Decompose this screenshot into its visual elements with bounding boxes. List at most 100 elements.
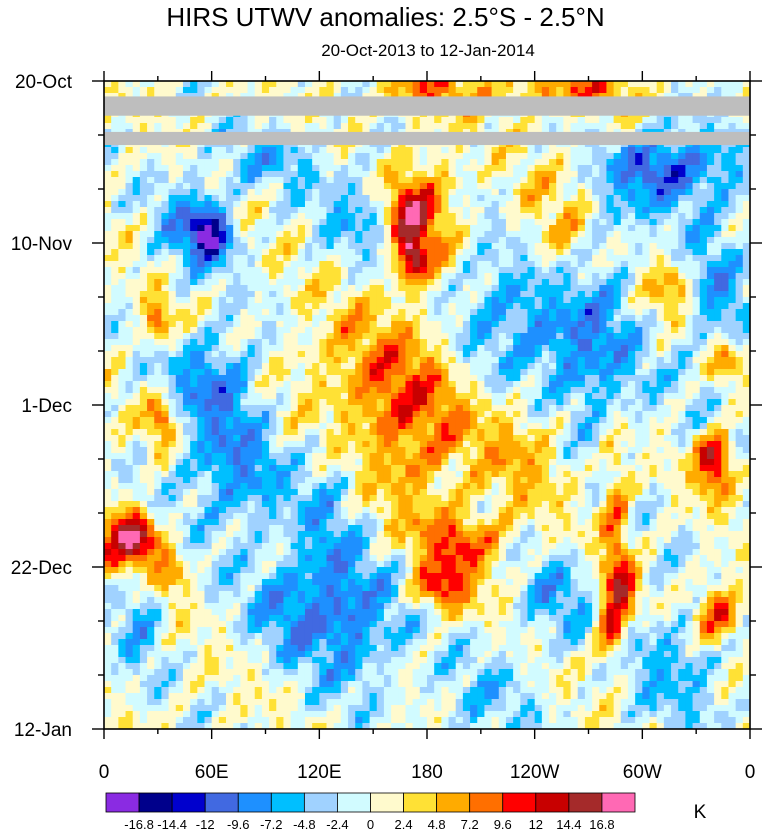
field-cell — [627, 333, 636, 340]
field-cell — [714, 375, 722, 382]
field-cell — [441, 297, 450, 304]
field-cell — [319, 285, 328, 292]
field-cell — [104, 267, 112, 274]
field-cell — [584, 393, 593, 400]
field-cell — [111, 405, 119, 412]
field-cell — [513, 183, 521, 190]
field-cell — [642, 165, 651, 172]
field-cell — [649, 117, 658, 124]
field-cell — [513, 327, 521, 334]
field-cell — [663, 177, 672, 184]
field-cell — [132, 171, 141, 178]
field-cell — [692, 249, 701, 256]
field-cell — [441, 207, 450, 214]
field-cell — [462, 231, 471, 238]
field-cell — [541, 399, 550, 406]
field-cell — [391, 333, 399, 340]
field-cell — [139, 237, 148, 244]
field-cell — [513, 315, 521, 322]
field-cell — [412, 285, 421, 292]
field-cell — [297, 369, 306, 376]
field-cell — [570, 285, 579, 292]
field-cell — [391, 237, 399, 244]
field-cell — [556, 231, 564, 238]
field-cell — [111, 249, 119, 256]
field-cell — [204, 291, 213, 298]
field-cell — [620, 243, 629, 250]
field-cell — [211, 165, 220, 172]
field-cell — [197, 285, 206, 292]
field-cell — [599, 291, 608, 298]
field-cell — [505, 213, 514, 220]
field-cell — [333, 273, 342, 280]
field-cell — [190, 297, 198, 304]
field-cell — [706, 279, 715, 286]
field-cell — [362, 147, 371, 154]
field-cell — [699, 405, 708, 412]
field-cell — [563, 291, 572, 298]
field-cell — [405, 153, 414, 160]
field-cell — [383, 261, 392, 268]
field-cell — [714, 339, 722, 346]
field-cell — [620, 231, 629, 238]
field-cell — [656, 291, 665, 298]
field-cell — [491, 159, 500, 166]
field-cell — [190, 273, 198, 280]
field-cell — [139, 273, 148, 280]
field-cell — [534, 285, 543, 292]
field-cell — [118, 303, 127, 310]
field-cell — [218, 315, 227, 322]
field-cell — [254, 309, 263, 316]
field-cell — [319, 237, 328, 244]
field-cell — [505, 333, 514, 340]
field-cell — [441, 339, 450, 346]
field-cell — [204, 219, 213, 226]
field-cell — [362, 279, 371, 286]
field-cell — [462, 117, 471, 124]
field-cell — [462, 159, 471, 166]
field-cell — [197, 357, 206, 364]
field-cell — [549, 405, 557, 412]
field-cell — [434, 387, 442, 394]
field-cell — [218, 363, 227, 370]
field-cell — [254, 207, 263, 214]
field-cell — [635, 339, 643, 346]
field-cell — [391, 123, 399, 130]
field-cell — [699, 147, 708, 154]
field-cell — [541, 93, 550, 100]
field-cell — [233, 255, 241, 262]
field-cell — [118, 171, 127, 178]
field-cell — [304, 159, 313, 166]
field-cell — [714, 189, 722, 196]
field-cell — [635, 309, 643, 316]
field-cell — [656, 279, 665, 286]
field-cell — [254, 363, 263, 370]
field-cell — [462, 267, 471, 274]
field-cell — [233, 219, 241, 226]
field-cell — [269, 189, 277, 196]
field-cell — [563, 321, 572, 328]
field-cell — [678, 333, 686, 340]
field-cell — [175, 171, 184, 178]
field-cell — [649, 123, 658, 130]
field-cell — [735, 381, 744, 388]
field-cell — [139, 297, 148, 304]
field-cell — [261, 249, 270, 256]
field-cell — [685, 399, 694, 406]
field-cell — [534, 195, 543, 202]
field-cell — [441, 165, 450, 172]
field-cell — [592, 357, 600, 364]
field-cell — [333, 399, 342, 406]
field-cell — [692, 273, 701, 280]
field-cell — [233, 201, 241, 208]
field-cell — [656, 201, 665, 208]
field-cell — [125, 177, 134, 184]
field-cell — [326, 267, 335, 274]
field-cell — [728, 183, 737, 190]
field-cell — [147, 309, 155, 316]
field-cell — [606, 309, 615, 316]
field-cell — [462, 219, 471, 226]
field-cell — [348, 387, 356, 394]
field-cell — [125, 255, 134, 262]
field-cell — [656, 93, 665, 100]
